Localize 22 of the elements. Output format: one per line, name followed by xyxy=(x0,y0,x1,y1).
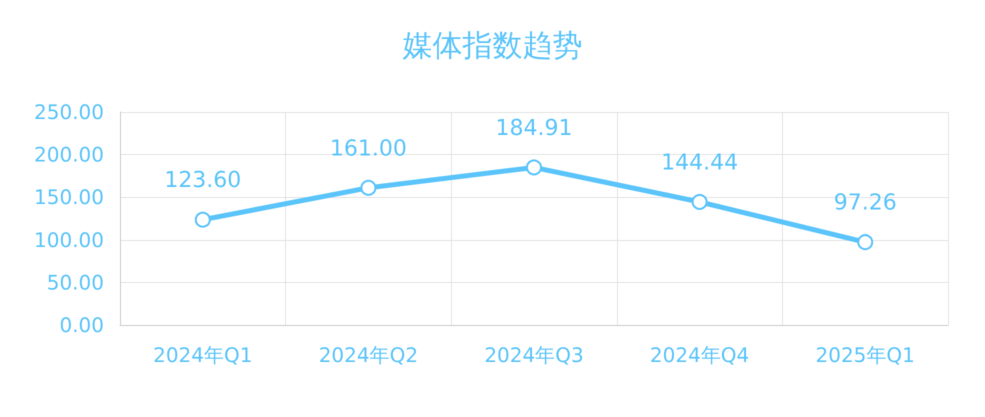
data-label: 144.44 xyxy=(661,150,738,176)
y-tick-label: 100.00 xyxy=(34,228,104,252)
data-label: 123.60 xyxy=(164,168,242,194)
x-tick-label: 2024年Q1 xyxy=(153,343,252,367)
y-tick-label: 150.00 xyxy=(34,185,104,210)
point xyxy=(526,159,542,176)
data-label: 161.00 xyxy=(330,136,407,162)
point xyxy=(692,194,708,210)
point xyxy=(194,212,211,228)
x-tick-label: 2024年Q2 xyxy=(318,343,418,367)
y-tick-label: 200.00 xyxy=(34,142,104,167)
point xyxy=(857,234,874,250)
y-tick-label: 250.00 xyxy=(34,100,104,124)
x-tick-label: 2024年Q3 xyxy=(484,343,584,367)
y-tick-label: 0.00 xyxy=(59,313,104,337)
point xyxy=(360,180,376,196)
chart-title: 媒体指数趋势 xyxy=(402,28,582,64)
data-label: 97.26 xyxy=(834,190,897,216)
data-label: 184.91 xyxy=(496,116,572,141)
y-tick-label: 50.00 xyxy=(46,270,104,294)
x-tick-label: 2025年Q1 xyxy=(816,343,915,367)
x-tick-label: 2024年Q4 xyxy=(650,343,750,367)
